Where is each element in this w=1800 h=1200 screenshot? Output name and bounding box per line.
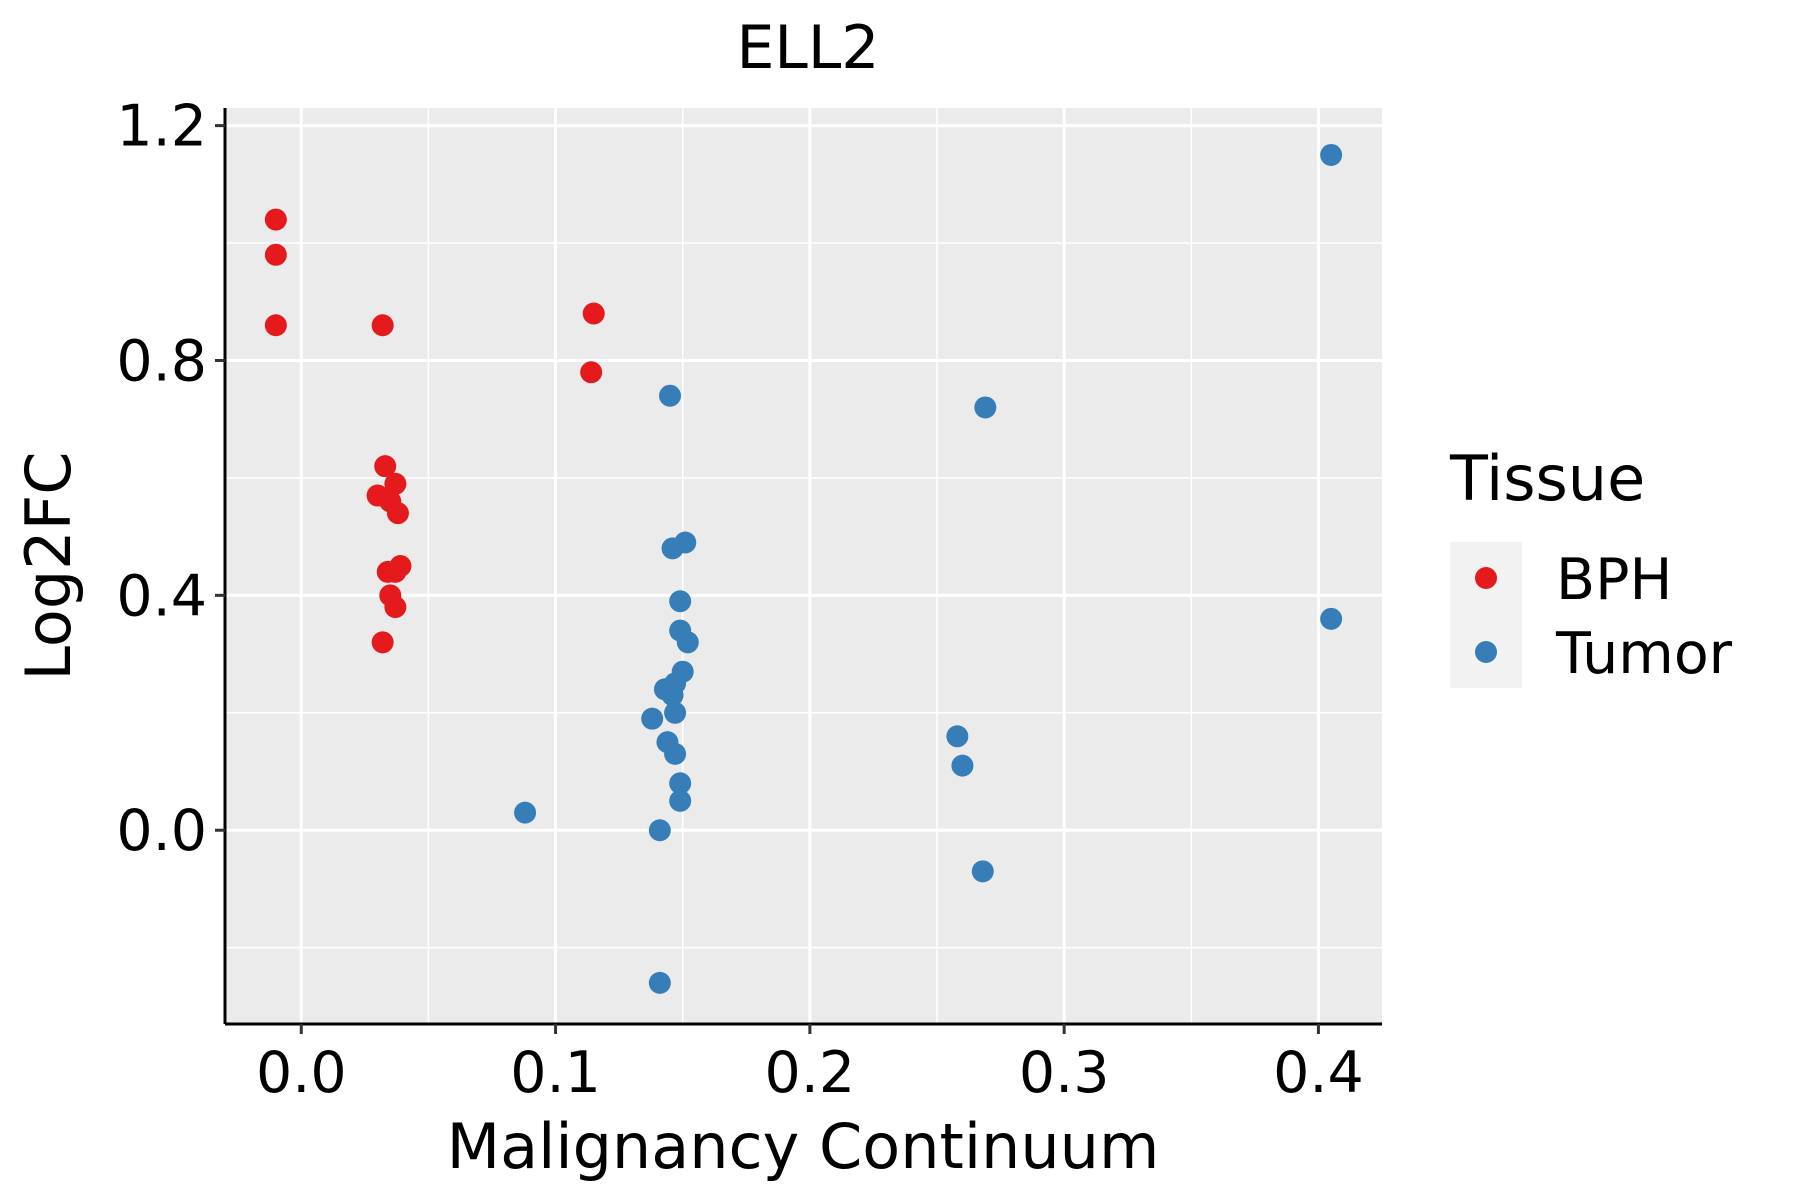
data-point-bph	[384, 596, 407, 619]
legend: Tissue BPH Tumor	[1449, 442, 1733, 688]
data-point-tumor	[664, 742, 687, 765]
data-point-bph	[264, 314, 287, 337]
data-point-tumor	[661, 684, 684, 707]
minor-gridlines	[225, 108, 1382, 1024]
y-tick-label: 0.0	[116, 798, 207, 864]
data-point-bph	[384, 472, 407, 495]
data-point-tumor	[971, 860, 994, 883]
x-axis-title: Malignancy Continuum	[447, 1110, 1160, 1183]
data-point-tumor	[1320, 607, 1343, 630]
data-point-tumor	[659, 384, 681, 407]
data-point-bph	[376, 560, 399, 583]
major-gridlines	[225, 108, 1382, 1024]
plot-panel	[225, 108, 1382, 1024]
y-axis-title: Log2FC	[12, 451, 85, 680]
x-tick-label: 0.4	[1273, 1040, 1364, 1106]
y-tick-label: 1.2	[116, 94, 207, 160]
x-tick-label: 0.2	[765, 1040, 856, 1106]
y-axis-ticks: 0.0 0.4 0.8 1.2	[116, 94, 225, 864]
data-point-bph	[371, 314, 394, 337]
x-tick-label: 0.0	[256, 1040, 347, 1106]
data-point-tumor	[648, 971, 671, 994]
x-axis-ticks: 0.0 0.1 0.2 0.3 0.4	[256, 1024, 1364, 1106]
legend-key-bph	[1475, 567, 1497, 589]
y-tick-label: 0.8	[116, 328, 207, 394]
data-point-tumor	[669, 789, 692, 812]
data-point-bph	[582, 302, 605, 325]
data-point-tumor	[974, 396, 997, 419]
data-point-tumor	[951, 754, 974, 777]
data-point-tumor	[648, 819, 671, 842]
data-point-tumor	[946, 725, 969, 748]
data-point-tumor	[669, 590, 692, 613]
legend-label-bph: BPH	[1556, 547, 1672, 613]
data-point-tumor	[669, 772, 692, 795]
data-point-bph	[580, 361, 603, 384]
x-tick-label: 0.3	[1019, 1040, 1110, 1106]
data-point-bph	[371, 631, 394, 654]
legend-key-tumor	[1475, 641, 1497, 663]
data-point-tumor	[1320, 143, 1343, 166]
data-point-tumor	[641, 707, 664, 730]
x-tick-label: 0.1	[510, 1040, 601, 1106]
data-point-bph	[264, 243, 287, 266]
y-tick-label: 0.4	[116, 563, 207, 629]
data-points	[264, 143, 1343, 994]
legend-label-tumor: Tumor	[1555, 621, 1733, 687]
data-point-tumor	[514, 801, 537, 824]
data-point-bph	[386, 502, 409, 525]
chart-title: ELL2	[737, 13, 880, 83]
data-point-tumor	[676, 631, 699, 654]
data-point-tumor	[664, 701, 687, 724]
data-point-bph	[264, 208, 287, 231]
data-point-tumor	[661, 537, 684, 560]
legend-title: Tissue	[1449, 442, 1645, 515]
data-point-bph	[374, 455, 397, 478]
legend-key-background	[1450, 542, 1522, 688]
